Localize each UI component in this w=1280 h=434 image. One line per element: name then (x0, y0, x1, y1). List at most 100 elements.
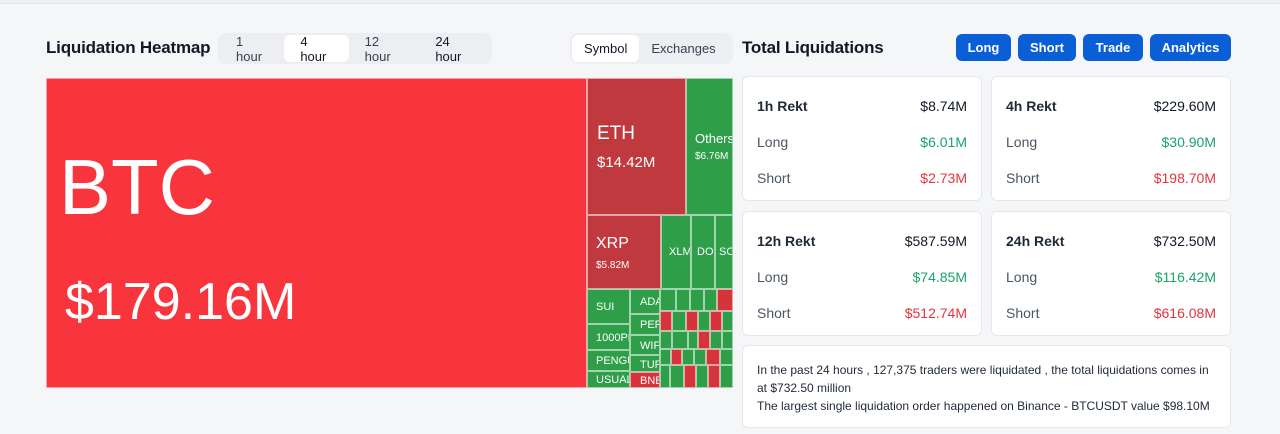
long-value: $30.90M (1161, 134, 1216, 150)
short-value: $512.74M (904, 305, 967, 321)
tile-usual[interactable]: USUAL (587, 371, 630, 388)
tile-btc[interactable]: BTC $179.16M (46, 78, 587, 388)
tile-small[interactable] (694, 349, 706, 365)
tile-wif[interactable]: WIF (630, 335, 660, 355)
rekt-card-24h: 24h Rekt $732.50M Long $116.42M Short $616.… (991, 211, 1231, 336)
tile-usual-symbol: USUAL (596, 374, 630, 386)
tile-small[interactable] (720, 349, 733, 365)
tab-symbol[interactable]: Symbol (572, 35, 640, 62)
tile-wif-symbol: WIF (640, 340, 660, 352)
tile-btc-value: $179.16M (65, 273, 297, 331)
tile-small[interactable] (686, 311, 698, 331)
short-value: $616.08M (1153, 305, 1216, 321)
tile-ada-symbol: ADA (640, 296, 659, 308)
rekt-card-1h: 1h Rekt $8.74M Long $6.01M Short $2.73M (742, 76, 982, 201)
tile-small[interactable] (660, 365, 670, 388)
tab-1-hour[interactable]: 1 hour (236, 33, 263, 64)
short-label: Short (1006, 305, 1040, 321)
tab-12-hour[interactable]: 12 hour (364, 33, 391, 64)
tile-small[interactable] (672, 331, 688, 349)
tile-small[interactable] (708, 365, 720, 388)
tab-exchanges[interactable]: Exchanges (651, 41, 716, 56)
tile-small[interactable] (698, 311, 710, 331)
tile-small[interactable] (690, 289, 704, 311)
tile-btc-symbol: BTC (59, 143, 215, 231)
tile-sui-symbol: SUI (596, 301, 615, 313)
tile-sol[interactable]: SO (715, 215, 733, 289)
tile-xrp[interactable]: XRP $5.82M (587, 215, 661, 289)
tile-small[interactable] (710, 311, 722, 331)
tile-small[interactable] (670, 365, 684, 388)
rekt-card-12h: 12h Rekt $587.59M Long $74.85M Short $512.7… (742, 211, 982, 336)
total-liquidations-title: Total Liquidations (742, 38, 884, 57)
card-total: $229.60M (1153, 98, 1216, 114)
tile-others[interactable]: Others $6.76M (686, 78, 733, 215)
tile-xrp-symbol: XRP (596, 235, 629, 252)
analytics-button[interactable]: Analytics (1150, 34, 1231, 61)
tile-small[interactable] (720, 365, 733, 388)
long-label: Long (1006, 134, 1038, 150)
short-label: Short (1006, 170, 1040, 186)
tile-small[interactable] (722, 331, 733, 349)
time-range-tabs: 1 hour 4 hour 12 hour 24 hour (218, 33, 492, 64)
trade-button[interactable]: Trade (1083, 34, 1143, 61)
tile-eth-value: $14.42M (597, 154, 656, 171)
tile-small[interactable] (672, 311, 686, 331)
tile-bnb-symbol: BNB (640, 375, 659, 387)
card-total: $587.59M (904, 233, 967, 249)
long-value: $116.42M (1154, 269, 1216, 285)
tile-small[interactable] (676, 289, 690, 311)
liquidation-heatmap: BTC $179.16M ETH $14.42M Others $6.76M X… (46, 78, 733, 388)
tile-1000pepe[interactable]: 1000PE (587, 324, 630, 350)
tile-xlm[interactable]: XLM (661, 215, 691, 289)
card-title: 24h Rekt (1006, 233, 1065, 249)
tile-bnb[interactable]: BNB (630, 372, 660, 388)
rekt-card-4h: 4h Rekt $229.60M Long $30.90M Short $198.70… (991, 76, 1231, 201)
summary-largest-order-text: The largest single liquidation order hap… (757, 399, 1210, 413)
liquidation-summary: In the past 24 hours , 127,375 traders w… (742, 345, 1231, 428)
tile-small[interactable] (688, 331, 698, 349)
tile-others-symbol: Others (695, 131, 733, 146)
tile-doge[interactable]: DO (691, 215, 715, 289)
tile-xlm-symbol: XLM (669, 246, 691, 258)
tab-4-hour[interactable]: 4 hour (284, 34, 349, 64)
tab-24-hour[interactable]: 24 hour (435, 33, 462, 64)
long-button[interactable]: Long (956, 34, 1011, 61)
tile-small[interactable] (722, 311, 733, 331)
tile-sui[interactable]: SUI (587, 289, 630, 324)
summary-traders-text: In the past 24 hours , 127,375 traders w… (757, 363, 1209, 395)
card-title: 1h Rekt (757, 98, 808, 114)
short-label: Short (757, 305, 791, 321)
tile-pep[interactable]: PEP (630, 314, 660, 335)
tile-small[interactable] (696, 365, 708, 388)
tile-tur[interactable]: TUR (630, 355, 660, 372)
tile-small[interactable] (671, 349, 682, 365)
top-divider (0, 0, 1280, 4)
tile-small[interactable] (660, 289, 676, 311)
tile-ada[interactable]: ADA (630, 289, 660, 314)
tile-small[interactable] (660, 311, 672, 331)
long-value: $6.01M (920, 134, 967, 150)
short-button[interactable]: Short (1018, 34, 1076, 61)
long-value: $74.85M (912, 269, 967, 285)
tile-eth-symbol: ETH (597, 123, 635, 144)
card-total: $8.74M (920, 98, 967, 114)
tile-small[interactable] (660, 331, 672, 349)
tile-small[interactable] (706, 349, 720, 365)
tile-small[interactable] (717, 289, 733, 311)
long-label: Long (757, 269, 789, 285)
tile-eth[interactable]: ETH $14.42M (587, 78, 686, 215)
card-title: 12h Rekt (757, 233, 816, 249)
tile-small[interactable] (682, 349, 694, 365)
short-value: $2.73M (920, 170, 967, 186)
tile-small[interactable] (684, 365, 696, 388)
card-title: 4h Rekt (1006, 98, 1057, 114)
heatmap-title: Liquidation Heatmap (46, 38, 211, 57)
tile-small[interactable] (704, 289, 717, 311)
tile-small[interactable] (710, 331, 722, 349)
long-label: Long (1006, 269, 1038, 285)
tile-small[interactable] (698, 331, 710, 349)
tile-small[interactable] (660, 349, 671, 365)
tile-others-value: $6.76M (695, 151, 729, 162)
